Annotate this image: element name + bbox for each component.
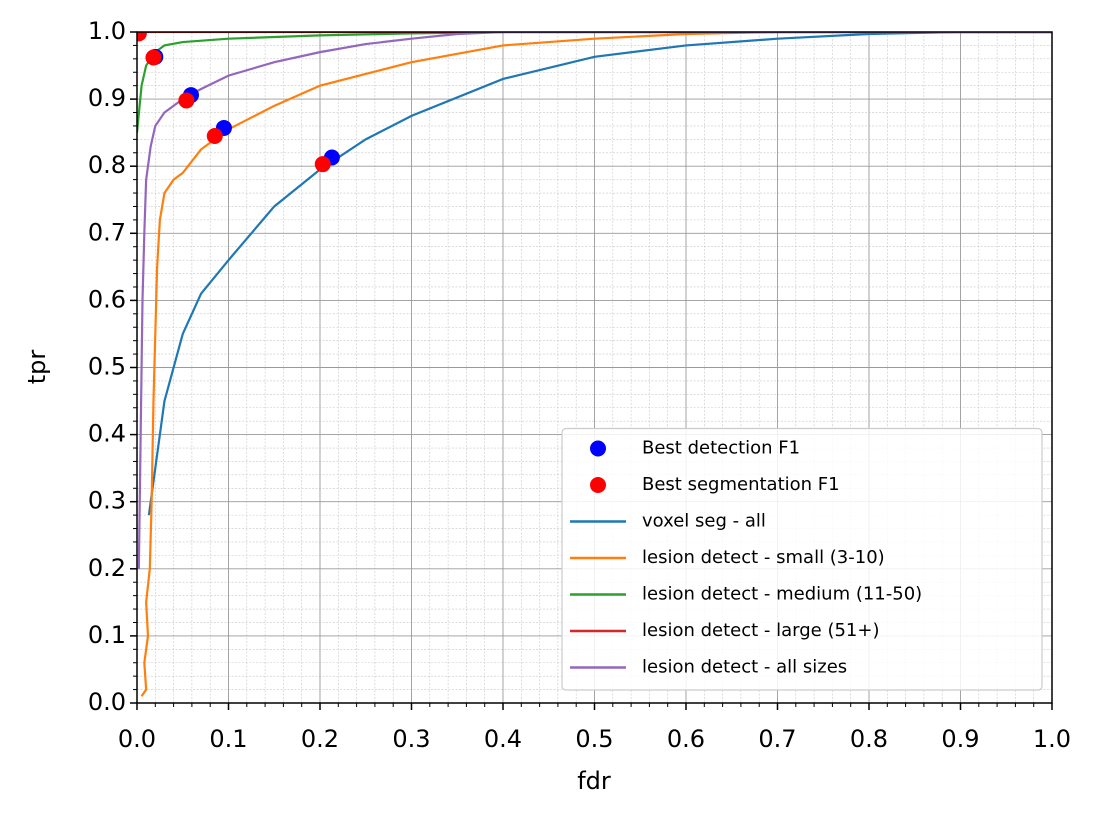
- legend-label: lesion detect - all sizes: [642, 657, 847, 678]
- x-tick-label: 0.9: [941, 725, 979, 753]
- y-tick-label: 1.0: [88, 17, 126, 45]
- x-tick-label: 0.6: [667, 725, 705, 753]
- x-axis-label: fdr: [577, 767, 611, 795]
- marker-point: [137, 32, 147, 42]
- x-tick-label: 0.7: [758, 725, 796, 753]
- y-tick-label: 0.6: [88, 285, 126, 313]
- legend-label: lesion detect - small (3-10): [642, 547, 885, 568]
- legend-marker: [590, 440, 606, 457]
- axes: 0.0 0.1 0.2 0.3 0.4 0.5 0.6 0.7 0.8 0.9 1.0 0.0 0.1 0…: [88, 17, 1071, 753]
- y-tick-label: 0.8: [88, 151, 126, 179]
- y-tick-label: 0.0: [88, 688, 126, 716]
- legend-marker: [590, 477, 606, 493]
- x-tick-label: 0.4: [484, 725, 522, 753]
- series-layer: [137, 32, 1052, 697]
- y-tick-label: 0.9: [88, 84, 126, 112]
- legend-box: [561, 427, 1043, 691]
- marker-point: [206, 128, 223, 145]
- y-tick-label: 0.2: [88, 554, 126, 582]
- x-tick-label: 0.8: [850, 725, 888, 753]
- line-series: [147, 32, 1052, 516]
- x-tick-label: 0.1: [209, 725, 247, 753]
- x-tick-label: 1.0: [1033, 725, 1071, 753]
- marker-point: [314, 156, 331, 173]
- legend-label: lesion detect - large (51+): [642, 620, 880, 641]
- x-tick-label: 0.2: [301, 725, 339, 753]
- marker-point: [178, 92, 195, 109]
- y-tick-label: 0.3: [88, 487, 126, 515]
- y-tick-label: 0.4: [88, 420, 126, 448]
- legend-label: voxel seg - all: [642, 511, 766, 532]
- legend-label: lesion detect - medium (11-50): [642, 584, 922, 605]
- y-tick-label: 0.1: [88, 621, 126, 649]
- legend-label: Best segmentation F1: [642, 474, 840, 495]
- y-tick-label: 0.7: [88, 218, 126, 246]
- line-series: [140, 32, 1052, 697]
- legend-label: Best detection F1: [642, 438, 800, 459]
- x-tick-label: 0.0: [118, 725, 156, 753]
- x-tick-label: 0.3: [392, 725, 430, 753]
- y-axis-label: tpr: [23, 350, 51, 385]
- x-tick-label: 0.5: [575, 725, 613, 753]
- marker-point: [145, 49, 162, 66]
- y-tick-label: 0.5: [88, 353, 126, 381]
- legend: Best detection F1 Best segmentation F1 vox…: [561, 427, 1043, 691]
